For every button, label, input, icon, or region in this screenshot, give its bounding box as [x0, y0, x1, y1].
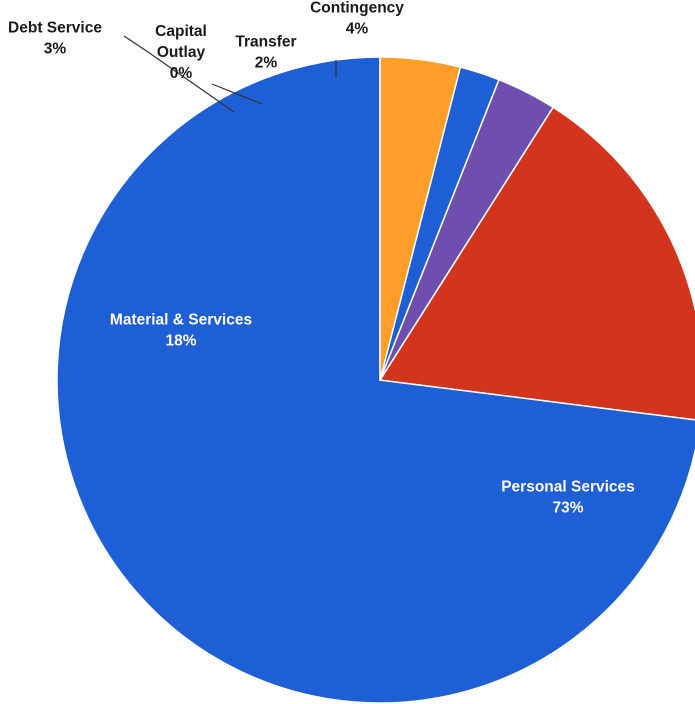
slice-percent-contingency: 4%	[346, 21, 369, 38]
slice-name-capital-outlay: Capital	[155, 23, 207, 40]
slice-percent-capital-outlay: 0%	[170, 65, 193, 82]
slice-personal-services	[56, 56, 695, 704]
slice-name-personal-services: Personal Services	[501, 479, 635, 496]
slice-name-transfer: Transfer	[235, 34, 296, 51]
label-material-services: Material & Services 18%	[110, 312, 252, 350]
slice-percent-debt-service: 3%	[44, 41, 67, 58]
leader-lines	[123, 35, 337, 113]
label-transfer: Transfer 2%	[235, 34, 296, 72]
label-personal-services: Personal Services 73%	[501, 479, 635, 517]
leader-line-debt-service	[123, 35, 235, 113]
slice-name-material-services: Material & Services	[110, 312, 252, 329]
slice-percent-material-services: 18%	[165, 333, 196, 350]
label-debt-service: Debt Service 3%	[8, 20, 102, 58]
leader-line-capital-outlay	[211, 83, 263, 105]
label-contingency: Contingency 4%	[310, 0, 404, 38]
slice-labels: Personal Services 73% Material & Services 1…	[8, 0, 635, 517]
slice-name-contingency: Contingency	[310, 0, 404, 17]
slice-percent-transfer: 2%	[255, 55, 278, 72]
pie-slices	[56, 56, 695, 704]
slice-name-capital-outlay: Outlay	[157, 44, 206, 61]
slice-contingency	[379, 56, 462, 381]
slice-percent-personal-services: 73%	[552, 500, 583, 517]
slice-material-services	[378, 106, 695, 421]
slice-name-debt-service: Debt Service	[8, 20, 102, 37]
label-capital-outlay: Capital Outlay 0%	[155, 23, 207, 82]
